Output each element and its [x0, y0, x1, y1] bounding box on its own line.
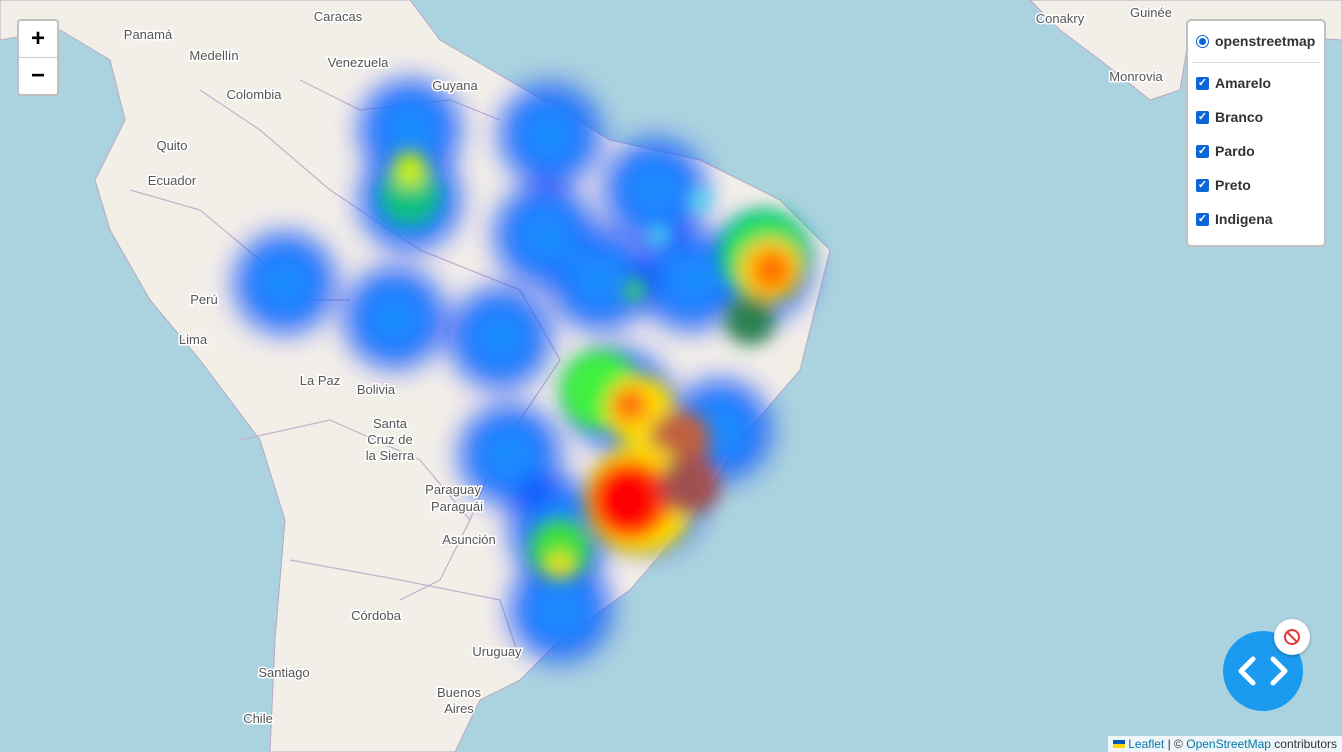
- place-label: Bolivia: [357, 382, 396, 397]
- heat-core: [530, 520, 590, 580]
- heat-core: [595, 470, 655, 530]
- disable-badge[interactable]: [1274, 619, 1310, 655]
- osm-link[interactable]: OpenStreetMap: [1186, 737, 1271, 751]
- heat-core: [725, 295, 775, 345]
- place-label: Cruz de: [367, 432, 413, 447]
- heat-core: [752, 250, 792, 290]
- overlay-label: Amarelo: [1215, 75, 1272, 91]
- overlay-label: Pardo: [1215, 143, 1255, 159]
- place-label: Ecuador: [148, 173, 197, 188]
- overlay-option[interactable]: ✓ Pardo: [1196, 143, 1255, 159]
- heat-blob: [564, 244, 636, 316]
- heat-blob: [249, 247, 321, 319]
- heat-blob: [359, 282, 431, 354]
- heat-core: [690, 190, 710, 210]
- heat-blob: [509, 199, 581, 271]
- place-label: Venezuela: [328, 55, 389, 70]
- place-label: Santa: [373, 416, 408, 431]
- heatmap: [237, 82, 810, 658]
- heat-core: [392, 152, 428, 188]
- place-label: Uruguay: [472, 644, 522, 659]
- overlay-label: Branco: [1215, 109, 1264, 125]
- place-label: Santiago: [258, 665, 309, 680]
- place-label: Paraguay: [425, 482, 481, 497]
- checkbox[interactable]: ✓: [1196, 178, 1209, 192]
- heat-core: [625, 280, 645, 300]
- place-label: Caracas: [314, 9, 363, 24]
- place-label: Paraguái: [431, 499, 483, 514]
- heat-blob: [374, 94, 446, 166]
- heat-core: [380, 165, 440, 225]
- heat-inner: [380, 152, 810, 580]
- place-label: Guyana: [432, 78, 478, 93]
- place-label: Panamá: [124, 27, 173, 42]
- checkbox[interactable]: ✓: [1196, 144, 1209, 158]
- no-icon: [1284, 629, 1300, 645]
- heat-blob: [524, 574, 596, 646]
- heat-blob: [514, 99, 586, 171]
- separator: [1192, 62, 1320, 63]
- base-layer-option[interactable]: openstreetmap: [1196, 33, 1315, 49]
- heat-blob: [464, 302, 536, 374]
- radio[interactable]: [1196, 34, 1209, 48]
- place-label: la Sierra: [366, 448, 415, 463]
- zoom-out-button[interactable]: −: [19, 57, 57, 94]
- code-icon: [1238, 656, 1288, 686]
- place-label: Guinée: [1130, 5, 1172, 20]
- place-label: Buenos: [437, 685, 482, 700]
- place-label: Córdoba: [351, 608, 402, 623]
- place-label: La Paz: [300, 373, 340, 388]
- heat-core: [612, 387, 648, 423]
- place-label: Perú: [190, 292, 217, 307]
- place-label: Asunción: [442, 532, 495, 547]
- heat-core: [548, 553, 572, 577]
- overlay-label: Preto: [1215, 177, 1251, 193]
- place-label: Medellín: [189, 48, 238, 63]
- map-labels: Panamá Caracas Medellín Venezuela Colombia Gu…: [122, 4, 1173, 728]
- layer-control: openstreetmap ✓ Amarelo ✓ Branco ✓ Pardo ✓ Pret…: [1186, 19, 1326, 247]
- overlay-option[interactable]: ✓ Preto: [1196, 177, 1251, 193]
- heat-blob: [474, 419, 546, 491]
- checkbox[interactable]: ✓: [1196, 76, 1209, 90]
- overlay-option[interactable]: ✓ Indigena: [1196, 211, 1273, 227]
- checkbox[interactable]: ✓: [1196, 110, 1209, 124]
- attribution: Leaflet | © OpenStreetMap contributors: [1107, 736, 1342, 752]
- heat-blob: [619, 154, 691, 226]
- heat-core: [650, 225, 670, 245]
- overlay-label: Indigena: [1215, 211, 1273, 227]
- zoom-control: + −: [17, 19, 59, 96]
- zoom-in-button[interactable]: +: [30, 25, 45, 52]
- base-layer-label: openstreetmap: [1215, 33, 1316, 49]
- attribution-suffix: contributors: [1274, 737, 1337, 751]
- checkbox[interactable]: ✓: [1196, 212, 1209, 226]
- heat-blob: [654, 244, 726, 316]
- heat-core: [660, 455, 720, 515]
- place-label: Aires: [444, 701, 474, 716]
- attribution-separator: | ©: [1167, 737, 1183, 751]
- flag-icon: [1112, 740, 1125, 748]
- place-label: Monrovia: [1109, 69, 1163, 84]
- overlay-option[interactable]: ✓ Branco: [1196, 109, 1263, 125]
- place-label: Chile: [243, 711, 273, 726]
- overlay-option[interactable]: ✓ Amarelo: [1196, 75, 1271, 91]
- place-label: Lima: [179, 332, 208, 347]
- place-label: Conakry: [1036, 11, 1085, 26]
- place-label: Quito: [156, 138, 187, 153]
- place-label: Colombia: [227, 87, 283, 102]
- leaflet-link[interactable]: Leaflet: [1128, 737, 1165, 751]
